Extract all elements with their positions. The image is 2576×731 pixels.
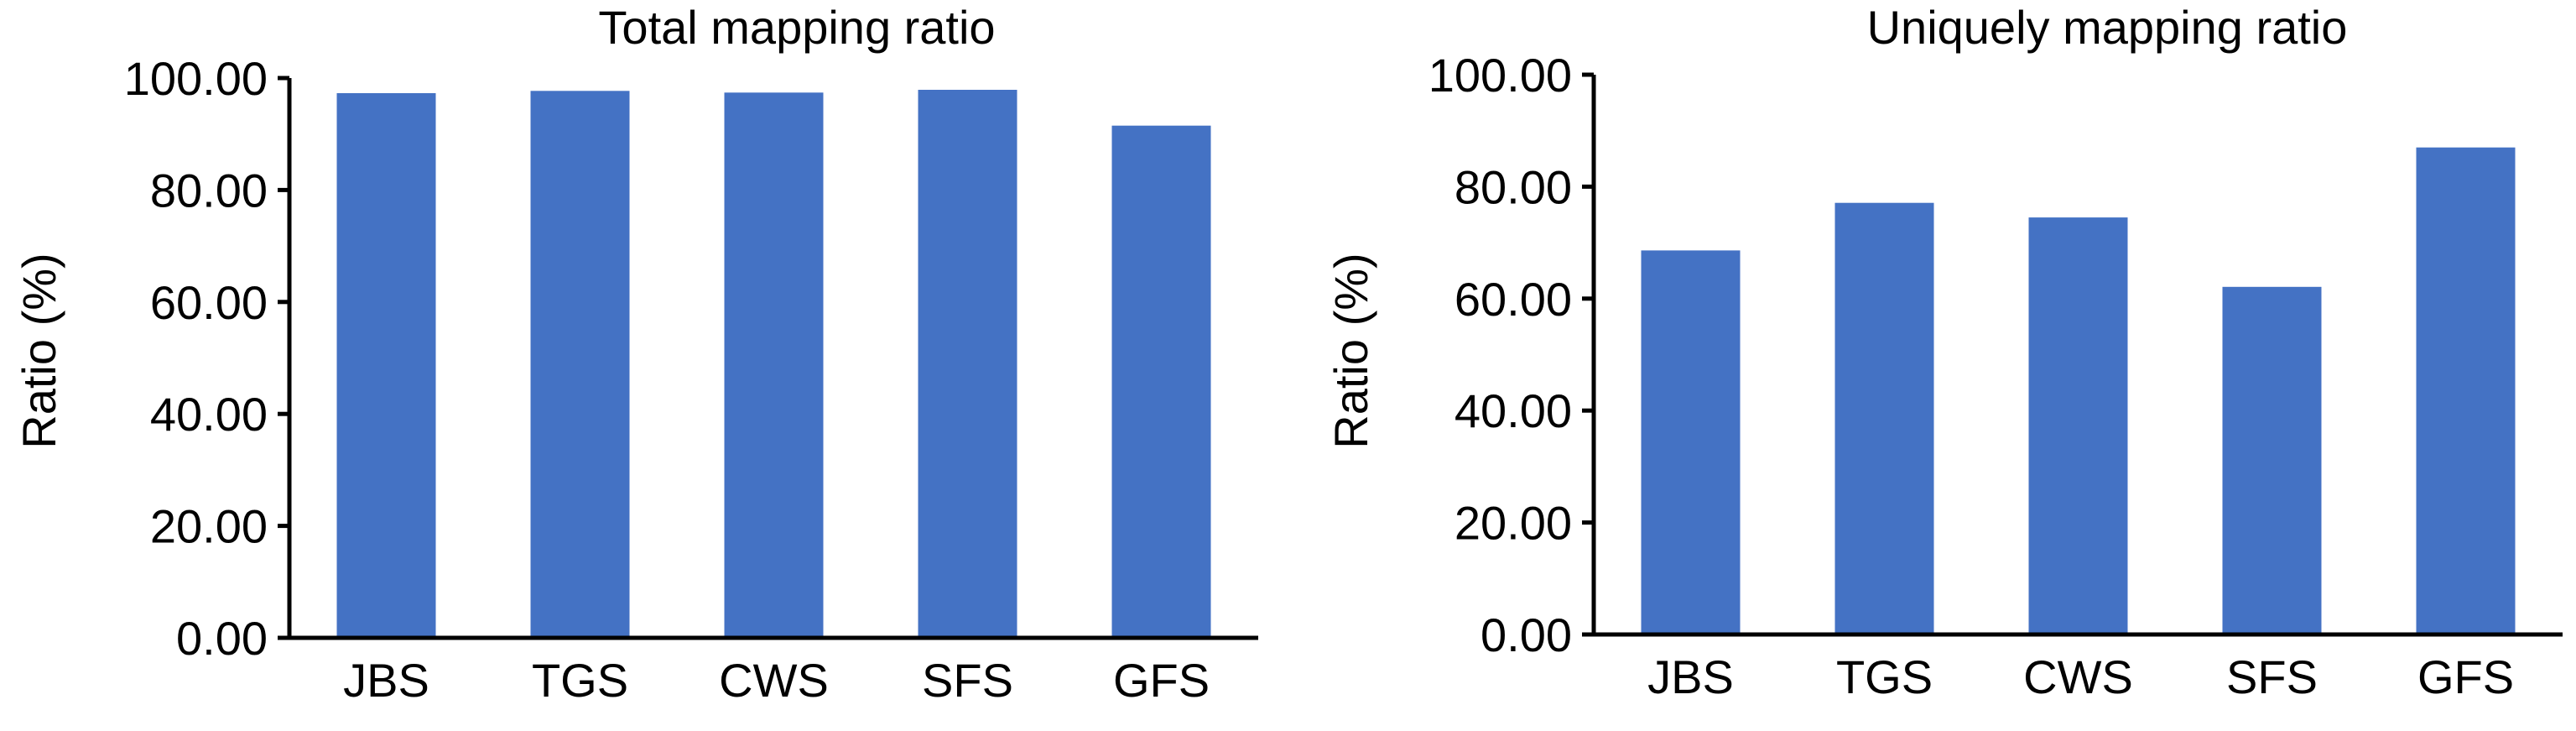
bar-gfs <box>2416 147 2516 634</box>
y-axis-label: Ratio (%) <box>1324 253 1377 448</box>
x-tick-label: SFS <box>922 654 1013 707</box>
x-axis-ticks: JBS TGS CWS SFS GFS <box>343 654 1210 707</box>
bar-tgs <box>530 91 630 639</box>
bar-tgs <box>1834 202 1934 634</box>
y-axis-label: Ratio (%) <box>13 253 65 448</box>
x-tick-label: SFS <box>2226 650 2318 703</box>
bar-group <box>336 90 1211 639</box>
y-tick-label: 80.00 <box>150 164 268 217</box>
y-tick-label: 60.00 <box>1455 273 1572 326</box>
x-axis-ticks: JBS TGS CWS SFS GFS <box>1647 650 2514 703</box>
bar-sfs <box>918 90 1017 638</box>
bar-group <box>1641 147 2516 634</box>
y-tick-label: 60.00 <box>150 276 268 329</box>
bar-jbs <box>1641 250 1741 634</box>
y-tick-label: 100.00 <box>1429 49 1572 102</box>
y-tick-label: 40.00 <box>150 388 268 441</box>
y-tick-label: 0.00 <box>176 612 268 665</box>
chart-uniquely-mapping-ratio: Uniquely mapping ratio Ratio (%) 0.00 20.… <box>1324 1 2563 703</box>
chart-title: Total mapping ratio <box>598 1 995 54</box>
bar-cws <box>724 92 824 639</box>
y-tick-label: 100.00 <box>124 52 268 105</box>
y-tick-label: 40.00 <box>1455 384 1572 437</box>
chart-title: Uniquely mapping ratio <box>1867 1 2348 54</box>
x-tick-label: GFS <box>2417 650 2514 703</box>
bar-gfs <box>1111 125 1211 638</box>
y-tick-label: 20.00 <box>1455 497 1572 550</box>
x-tick-label: CWS <box>2023 650 2133 703</box>
bar-jbs <box>336 93 436 638</box>
bar-cws <box>2028 217 2128 634</box>
x-tick-label: TGS <box>1836 650 1933 703</box>
x-tick-label: JBS <box>343 654 429 707</box>
bar-sfs <box>2222 286 2322 634</box>
x-tick-label: TGS <box>532 654 628 707</box>
y-axis-ticks: 0.00 20.00 40.00 60.00 80.00 100.00 <box>124 52 289 665</box>
y-tick-label: 80.00 <box>1455 160 1572 213</box>
y-tick-label: 20.00 <box>150 500 268 553</box>
x-tick-label: GFS <box>1113 654 1210 707</box>
chart-total-mapping-ratio: Total mapping ratio Ratio (%) 0.00 20.00 4… <box>13 1 1258 707</box>
x-tick-label: CWS <box>719 654 829 707</box>
y-tick-label: 0.00 <box>1481 608 1572 661</box>
y-axis-ticks: 0.00 20.00 40.00 60.00 80.00 100.00 <box>1429 49 1594 661</box>
x-tick-label: JBS <box>1647 650 1734 703</box>
